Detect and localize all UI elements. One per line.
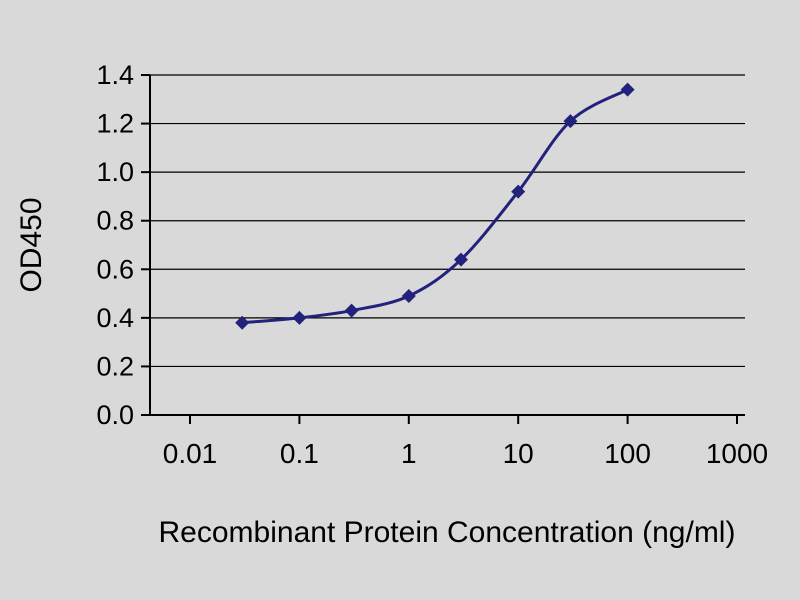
- y-tick-label: 1.2: [96, 109, 134, 139]
- y-tick-label: 0.6: [96, 254, 134, 284]
- data-point-marker: [511, 184, 526, 199]
- x-tick-label: 100: [604, 438, 651, 469]
- x-tick-label: 0.01: [163, 438, 218, 469]
- series-line: [240, 88, 630, 325]
- x-tick-label: 1000: [706, 438, 768, 469]
- y-tick-label: 0.2: [96, 351, 134, 381]
- data-point-marker: [344, 303, 359, 318]
- x-tick-label: 10: [503, 438, 534, 469]
- y-tick-label: 1.0: [96, 157, 134, 187]
- data-point-marker: [235, 315, 250, 330]
- x-tick-label: 0.1: [280, 438, 319, 469]
- data-point-marker: [401, 289, 416, 303]
- data-point-marker: [563, 114, 578, 129]
- y-tick-label: 1.4: [96, 60, 134, 90]
- x-axis-title: Recombinant Protein Concentration (ng/ml…: [158, 516, 736, 549]
- data-point-marker: [620, 82, 635, 97]
- data-point-marker: [453, 252, 468, 267]
- x-tick-label: 1: [401, 438, 417, 469]
- y-tick-label: 0.8: [96, 206, 134, 236]
- y-tick-label: 0.0: [96, 400, 134, 430]
- y-tick-label: 0.4: [96, 303, 134, 333]
- data-point-marker: [292, 310, 307, 325]
